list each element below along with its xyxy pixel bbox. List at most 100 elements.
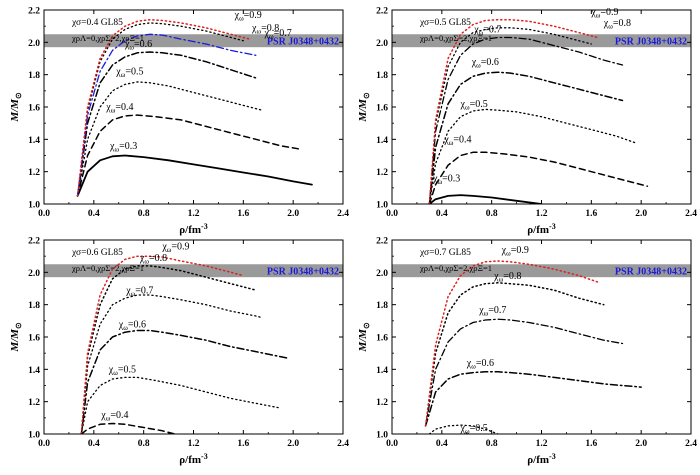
x-tick-label: 1.2 xyxy=(536,439,548,449)
series-line xyxy=(80,422,176,434)
band-label: PSR J0348+0432 xyxy=(615,267,687,278)
y-tick-label: 1.4 xyxy=(28,136,40,146)
series-group xyxy=(424,260,642,434)
chart-panel-top-left: PSR J0348+0432 χω=0.3 χω=0.4 χω=0.5 χω=0.6 χω… xyxy=(9,7,349,237)
x-tick-label: 1.6 xyxy=(237,209,249,219)
x-tick-label: 0.8 xyxy=(486,439,498,449)
x-tick-label: 1.2 xyxy=(188,439,200,449)
x-tick-label: 0.8 xyxy=(138,439,150,449)
series-label: χω=0.6 xyxy=(118,319,146,332)
x-axis-label: ρ/fm-3 xyxy=(527,452,555,466)
y-axis-label: M/M⊙ xyxy=(357,322,371,353)
y-tick-label: 2.2 xyxy=(376,237,388,247)
series-line xyxy=(76,81,263,197)
series-line xyxy=(80,294,263,434)
y-tick-label: 1.0 xyxy=(28,201,40,211)
series-line xyxy=(428,18,599,204)
panel-annotation: χσ=0.7 GL85 xyxy=(419,248,471,258)
y-tick-label: 1.0 xyxy=(376,201,388,211)
y-axis-label: M/M⊙ xyxy=(9,92,23,123)
y-tick-label: 2.2 xyxy=(376,7,388,17)
series-label: χω=0.9 xyxy=(234,10,262,23)
series-label: χω=0.5 xyxy=(108,365,136,378)
series-line xyxy=(80,329,288,434)
x-tick-label: 1.6 xyxy=(237,439,249,449)
series-label: χω=0.4 xyxy=(443,135,471,148)
y-tick-label: 1.0 xyxy=(28,431,40,441)
series-group xyxy=(76,18,313,197)
y-tick-label: 1.2 xyxy=(28,168,40,178)
band-label: PSR J0348+0432 xyxy=(615,37,687,48)
series-label: χω=0.8 xyxy=(251,23,279,36)
panel-annotation-params: χρΛ=0,χρΣ=2,χρΞ=1 xyxy=(71,263,144,273)
series-group xyxy=(80,255,288,434)
series-group xyxy=(428,18,649,204)
series-line xyxy=(424,282,605,427)
series-line xyxy=(76,18,251,197)
x-tick-label: 1.6 xyxy=(585,209,597,219)
constraint-band xyxy=(392,264,691,278)
x-tick-label: 2.0 xyxy=(635,209,647,219)
x-tick-label: 0.4 xyxy=(436,439,448,449)
panel-annotation-params: χρΛ=0,χρΣ=2,χρΞ=1 xyxy=(71,33,144,43)
x-axis-label: ρ/fm-3 xyxy=(179,452,207,466)
series-label: χω=0.4 xyxy=(100,410,128,423)
x-tick-label: 2.4 xyxy=(685,209,697,219)
series-line xyxy=(424,371,642,427)
band-label: PSR J0348+0432 xyxy=(267,37,339,48)
y-tick-label: 1.6 xyxy=(376,334,388,344)
panel-annotation-params: χρΛ=0,χρΣ=2,χρΞ=1 xyxy=(419,263,492,273)
x-tick-label: 0.8 xyxy=(486,209,498,219)
x-axis-label: ρ/fm-3 xyxy=(179,222,207,236)
y-tick-label: 2.0 xyxy=(376,39,388,49)
x-tick-label: 2.0 xyxy=(287,209,299,219)
series-label: χω=0.6 xyxy=(466,358,494,371)
y-tick-label: 2.2 xyxy=(28,237,40,247)
y-tick-label: 1.6 xyxy=(376,104,388,114)
series-line xyxy=(428,36,624,204)
chart-panel-bottom-right: PSR J0348+0432 χω=0.5 χω=0.6 χω=0.7 χω=0.8 χω… xyxy=(357,237,697,467)
series-line xyxy=(428,27,592,204)
y-tick-label: 1.2 xyxy=(376,398,388,408)
series-label: χω=0.7 xyxy=(478,305,506,318)
x-tick-label: 0.0 xyxy=(38,209,50,219)
series-label: χω=0.3 xyxy=(109,141,137,154)
series-label: χω=0.8 xyxy=(603,18,631,31)
series-label: χω=0.8 xyxy=(139,253,167,266)
x-tick-label: 0.4 xyxy=(436,209,448,219)
y-tick-label: 1.4 xyxy=(28,366,40,376)
series-label: χω=0.5 xyxy=(460,99,488,112)
series-label: χω=0.9 xyxy=(590,7,618,20)
series-line xyxy=(424,260,599,427)
panel-annotation: χσ=0.4 GL85 xyxy=(71,18,123,28)
y-tick-label: 1.8 xyxy=(376,71,388,81)
series-line xyxy=(428,151,649,204)
series-label: χω=0.6 xyxy=(124,39,152,52)
y-tick-label: 2.0 xyxy=(28,39,40,49)
y-tick-label: 2.2 xyxy=(28,7,40,17)
x-tick-label: 0.0 xyxy=(386,209,398,219)
series-line xyxy=(80,265,257,434)
band-label: PSR J0348+0432 xyxy=(267,267,339,278)
y-axis-label: M/M⊙ xyxy=(357,92,371,123)
y-tick-label: 1.0 xyxy=(376,431,388,441)
series-label: χω=0.7 xyxy=(264,28,292,41)
series-line xyxy=(428,194,543,204)
x-tick-label: 2.0 xyxy=(287,439,299,449)
series-line xyxy=(428,108,636,204)
series-label: χω=0.3 xyxy=(432,173,460,186)
series-label: χω=0.4 xyxy=(105,102,133,115)
y-tick-label: 2.0 xyxy=(376,269,388,279)
series-label: χω=0.7 xyxy=(125,285,153,298)
series-label: χω=0.5 xyxy=(460,423,488,436)
y-tick-label: 1.8 xyxy=(376,301,388,311)
series-line xyxy=(424,318,624,427)
y-tick-label: 1.6 xyxy=(28,334,40,344)
y-tick-label: 2.0 xyxy=(28,269,40,279)
series-line xyxy=(76,51,257,197)
x-tick-label: 1.6 xyxy=(585,439,597,449)
y-tick-label: 1.6 xyxy=(28,104,40,114)
x-tick-label: 0.8 xyxy=(138,209,150,219)
